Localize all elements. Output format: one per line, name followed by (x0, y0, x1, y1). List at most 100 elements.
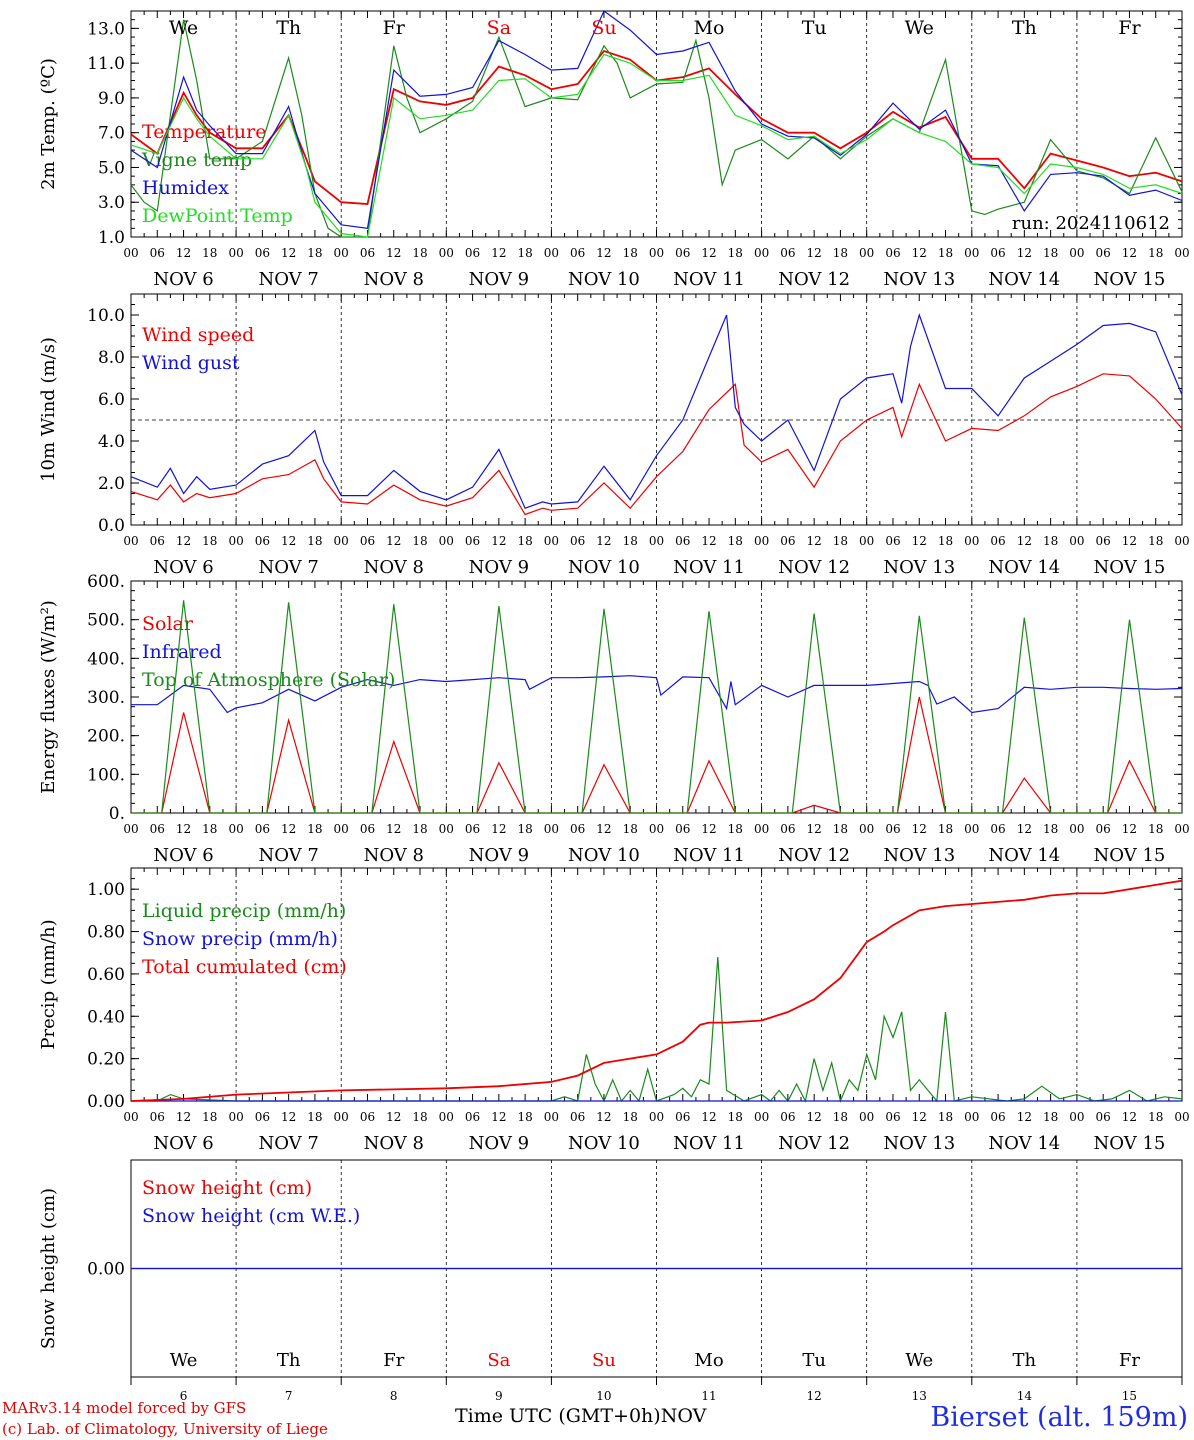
date-label: NOV 13 (883, 269, 955, 290)
day-name-bottom: We (170, 1350, 198, 1371)
station-label: Bierset (alt. 159m) (930, 1402, 1188, 1433)
hour-label: 12 (386, 534, 401, 548)
date-label: NOV 12 (778, 845, 850, 866)
day-name-top: Th (1012, 17, 1037, 39)
y-tick-label: 600. (87, 572, 125, 592)
hour-label: 12 (491, 822, 506, 836)
hour-label: 00 (964, 1110, 979, 1124)
hour-label: 00 (1069, 534, 1084, 548)
hour-label: 00 (649, 822, 664, 836)
series-line-infrared (131, 675, 1183, 714)
y-tick-label: 3.0 (98, 193, 125, 213)
hour-label: 12 (491, 1110, 506, 1124)
hour-label: 00 (123, 534, 138, 548)
legend-entry: Vigne temp (141, 149, 252, 171)
day-number: 10 (596, 1389, 611, 1403)
credit-model: MARv3.14 model forced by GFS (2, 1399, 247, 1417)
hour-label: 18 (412, 534, 427, 548)
y-tick-label: 1.00 (87, 880, 125, 900)
legend-entry: Total cumulated (cm) (142, 956, 347, 978)
hour-label: 06 (1096, 534, 1111, 548)
y-tick-label: 0.20 (87, 1050, 125, 1070)
y-tick-label: 0.00 (87, 1260, 125, 1280)
hour-label: 12 (176, 822, 191, 836)
y-axis-label: Snow height (cm) (38, 1188, 59, 1349)
credit-lab: (c) Lab. of Climatology, University of L… (2, 1420, 328, 1438)
hour-label: 00 (123, 246, 138, 260)
hour-label: 06 (465, 822, 480, 836)
date-label: NOV 11 (673, 845, 745, 866)
hour-label: 18 (728, 822, 743, 836)
date-label: NOV 13 (883, 1133, 955, 1154)
hour-label: 00 (859, 822, 874, 836)
date-label: NOV 8 (364, 1133, 424, 1154)
day-name-top: Mo (694, 17, 725, 39)
hour-label: 00 (544, 822, 559, 836)
hour-label: 00 (334, 246, 349, 260)
hour-label: 06 (1096, 822, 1111, 836)
hour-label: 06 (255, 1110, 270, 1124)
y-axis-label: 10m Wind (m/s) (38, 337, 59, 482)
y-tick-label: 4.0 (98, 432, 125, 452)
hour-label: 12 (281, 246, 296, 260)
hour-label: 06 (570, 1110, 585, 1124)
date-label: NOV 12 (778, 557, 850, 578)
hour-label: 18 (517, 1110, 532, 1124)
hour-label: 12 (596, 822, 611, 836)
y-tick-label: 100. (87, 765, 125, 785)
hour-label: 00 (1069, 1110, 1084, 1124)
hour-label: 06 (780, 246, 795, 260)
hour-label: 12 (1017, 822, 1032, 836)
hour-label: 06 (150, 822, 165, 836)
hour-label: 06 (780, 1110, 795, 1124)
hour-label: 18 (728, 246, 743, 260)
hour-label: 12 (281, 534, 296, 548)
hour-label: 00 (964, 246, 979, 260)
day-name-bottom: Tu (802, 1350, 826, 1371)
hour-label: 00 (1174, 534, 1189, 548)
date-label: NOV 15 (1094, 845, 1166, 866)
hour-label: 00 (544, 246, 559, 260)
date-label: NOV 10 (568, 845, 640, 866)
date-label: NOV 8 (364, 269, 424, 290)
legend-entry: Humidex (142, 177, 229, 199)
date-label: NOV 7 (258, 1133, 318, 1154)
legend-entry: Wind gust (142, 352, 240, 374)
hour-label: 12 (491, 534, 506, 548)
hour-label: 12 (596, 246, 611, 260)
hour-label: 00 (228, 246, 243, 260)
hour-label: 00 (649, 534, 664, 548)
legend-entry: Snow height (cm) (142, 1177, 312, 1199)
hour-label: 00 (123, 822, 138, 836)
day-number: 13 (912, 1389, 927, 1403)
hour-label: 18 (412, 1110, 427, 1124)
hour-label: 18 (623, 822, 638, 836)
hour-label: 18 (307, 1110, 322, 1124)
x-axis-title: Time UTC (GMT+0h)NOV (455, 1405, 706, 1427)
hour-label: 18 (1148, 822, 1163, 836)
hour-label: 18 (1148, 1110, 1163, 1124)
hour-label: 06 (990, 822, 1005, 836)
date-label: NOV 9 (469, 845, 529, 866)
y-tick-label: 13.0 (87, 19, 125, 39)
legend-entry: Infrared (142, 641, 222, 663)
date-label: NOV 15 (1094, 269, 1166, 290)
date-label: NOV 7 (258, 557, 318, 578)
day-name-top: Tu (802, 17, 827, 39)
day-number: 12 (807, 1389, 822, 1403)
hour-label: 18 (623, 534, 638, 548)
date-label: NOV 14 (988, 269, 1060, 290)
hour-label: 12 (807, 1110, 822, 1124)
hour-label: 18 (202, 534, 217, 548)
hour-label: 00 (439, 1110, 454, 1124)
hour-label: 18 (1148, 534, 1163, 548)
hour-label: 06 (675, 534, 690, 548)
hour-label: 06 (255, 534, 270, 548)
hour-label: 18 (938, 534, 953, 548)
y-tick-label: 2.0 (98, 474, 125, 494)
hour-label: 18 (412, 822, 427, 836)
y-tick-label: 11.0 (87, 54, 125, 74)
hour-label: 12 (386, 822, 401, 836)
hour-label: 18 (938, 1110, 953, 1124)
